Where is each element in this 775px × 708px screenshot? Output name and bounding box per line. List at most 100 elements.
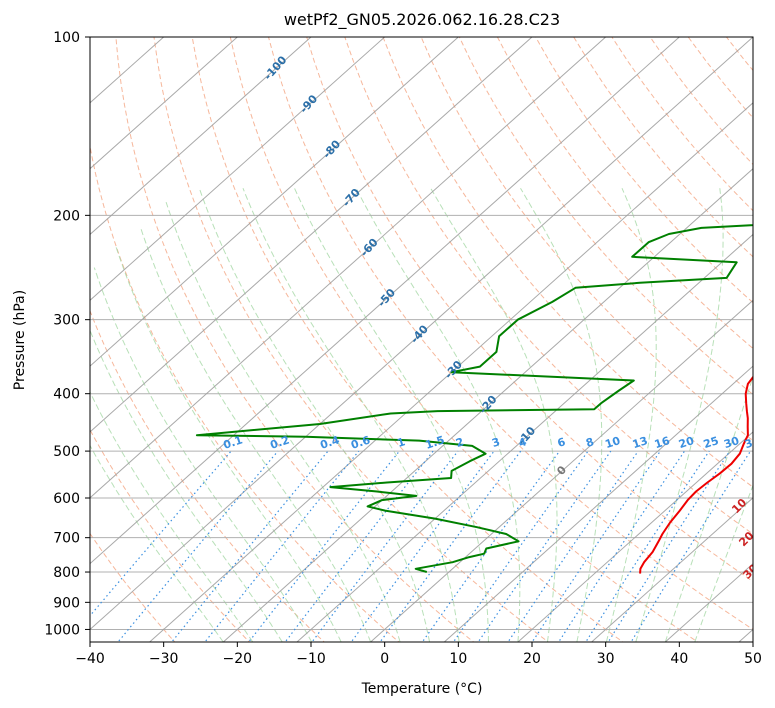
- y-tick-label: 900: [53, 595, 80, 611]
- mixing-ratio-line: [630, 450, 752, 642]
- dry-adiabat: [420, 37, 753, 442]
- isotherm-line: [90, 37, 753, 631]
- mixing-ratio-line: [531, 450, 661, 642]
- mixing-ratio-label: 16: [653, 434, 672, 451]
- mixing-ratio-label: 25: [702, 434, 721, 451]
- mixing-ratio-line: [507, 450, 639, 642]
- moist-adiabat: [90, 390, 254, 642]
- mixing-ratio-label: 0.1: [222, 433, 245, 451]
- y-tick-label: 600: [53, 491, 80, 507]
- x-tick-label: 20: [523, 651, 541, 667]
- isotherm-line: [90, 37, 239, 170]
- moist-adiabat: [355, 187, 521, 642]
- mixing-ratio-label: 2: [454, 435, 465, 450]
- x-tick-label: 30: [597, 651, 615, 667]
- moist-adiabat: [605, 187, 657, 642]
- isotherm-line: [90, 37, 533, 433]
- mixing-ratio-line: [379, 450, 522, 642]
- x-tick-label: 10: [449, 651, 467, 667]
- moist-adiabat: [115, 245, 342, 642]
- mixing-ratio-line: [477, 450, 612, 642]
- moist-adiabat: [140, 227, 372, 642]
- dry-adiabat: [496, 37, 753, 350]
- plot-area: -100-90-80-70-60-50-40-30-20-10010203040…: [90, 37, 770, 642]
- temperature-profile-line: [639, 375, 753, 574]
- y-tick-label: 300: [53, 313, 80, 329]
- y-tick-label: 100: [53, 30, 80, 46]
- mixing-ratio-label: 20: [677, 434, 696, 451]
- dry-adiabat: [90, 143, 400, 642]
- isotherm-line: [90, 37, 607, 499]
- mixing-ratio-label: 3: [490, 435, 501, 450]
- mixing-ratio-line: [117, 450, 279, 642]
- y-axis-ticks: 100 200 300 400 500 600 700 800 900 1000: [44, 30, 90, 638]
- moist-adiabat: [93, 267, 313, 642]
- isotherms: [90, 37, 753, 642]
- gridlines: [90, 37, 753, 630]
- x-tick-label: −10: [296, 651, 326, 667]
- isotherm-line: [90, 37, 312, 236]
- mixing-ratio-label: 0.6: [349, 433, 372, 451]
- mixing-ratio-line: [90, 450, 232, 617]
- dewpoint-profile-line: [195, 224, 753, 573]
- mixing-ratio-label: 0.4: [319, 433, 342, 451]
- mixing-ratio-line: [284, 450, 434, 642]
- isotherm-line: [222, 167, 753, 642]
- isotherm-line: [90, 37, 681, 565]
- isotherm-line: [90, 37, 386, 301]
- mixing-ratio-lines: [90, 450, 752, 642]
- x-tick-label: 40: [670, 651, 688, 667]
- mixing-ratio-label: 4: [517, 435, 529, 450]
- mixing-ratio-label: 36: [743, 434, 762, 451]
- y-tick-label: 400: [53, 387, 80, 403]
- moist-adiabat: [90, 329, 283, 642]
- dry-adiabat: [382, 37, 753, 488]
- mixing-ratio-label: 6: [556, 435, 568, 450]
- mixing-ratio-line: [558, 450, 685, 642]
- isotherm-line: [443, 365, 753, 642]
- mixing-ratio-label: 13: [631, 434, 650, 451]
- dry-adiabat: [344, 37, 753, 535]
- moist-adiabats: [90, 187, 753, 642]
- x-tick-label: −30: [149, 651, 179, 667]
- isotherm-line: [148, 102, 753, 642]
- mixing-ratio-label: 1: [396, 435, 407, 450]
- x-tick-label: −20: [223, 651, 253, 667]
- mixing-ratio-line: [607, 450, 731, 642]
- mixing-ratio-line: [585, 450, 710, 642]
- x-tick-label: −40: [75, 651, 105, 667]
- y-tick-label: 200: [53, 208, 80, 224]
- moist-adiabat: [430, 187, 558, 642]
- y-tick-label: 700: [53, 531, 80, 547]
- moist-adiabat: [90, 444, 224, 642]
- mixing-ratio-line: [247, 450, 400, 642]
- x-axis-ticks: −40 −30 −20 −10 0 10 20 30 40 50: [75, 642, 762, 667]
- x-tick-label: 0: [380, 651, 389, 667]
- isotherm-line: [90, 37, 460, 367]
- isotherm-line: [369, 299, 753, 642]
- isotherm-line: [590, 497, 753, 642]
- mixing-ratio-label: 30: [722, 434, 741, 451]
- profile-series: [195, 224, 753, 574]
- plot-frame: [89, 36, 754, 643]
- y-tick-label: 800: [53, 565, 80, 581]
- moist-adiabat: [664, 374, 753, 642]
- moist-adiabat: [635, 188, 724, 642]
- mixing-ratio-label: 1.5: [424, 433, 447, 451]
- theta-label: 40: [750, 586, 770, 606]
- chart-title: wetPf2_GN05.2026.062.16.28.C23: [284, 10, 560, 30]
- isotherm-line: [517, 431, 753, 642]
- mixing-ratio-label: 10: [603, 434, 622, 451]
- x-tick-label: 50: [744, 651, 762, 667]
- mixing-ratio-label: 8: [584, 435, 595, 450]
- moist-adiabat: [242, 188, 460, 642]
- moist-adiabat: [165, 201, 401, 642]
- x-axis-label: Temperature (°C): [361, 681, 483, 697]
- y-axis-label: Pressure (hPa): [12, 290, 28, 390]
- isotherm-line: [296, 233, 753, 642]
- y-tick-label: 500: [53, 444, 80, 460]
- mixing-ratio-label: 0.2: [269, 433, 292, 451]
- y-tick-label: 1000: [44, 622, 80, 638]
